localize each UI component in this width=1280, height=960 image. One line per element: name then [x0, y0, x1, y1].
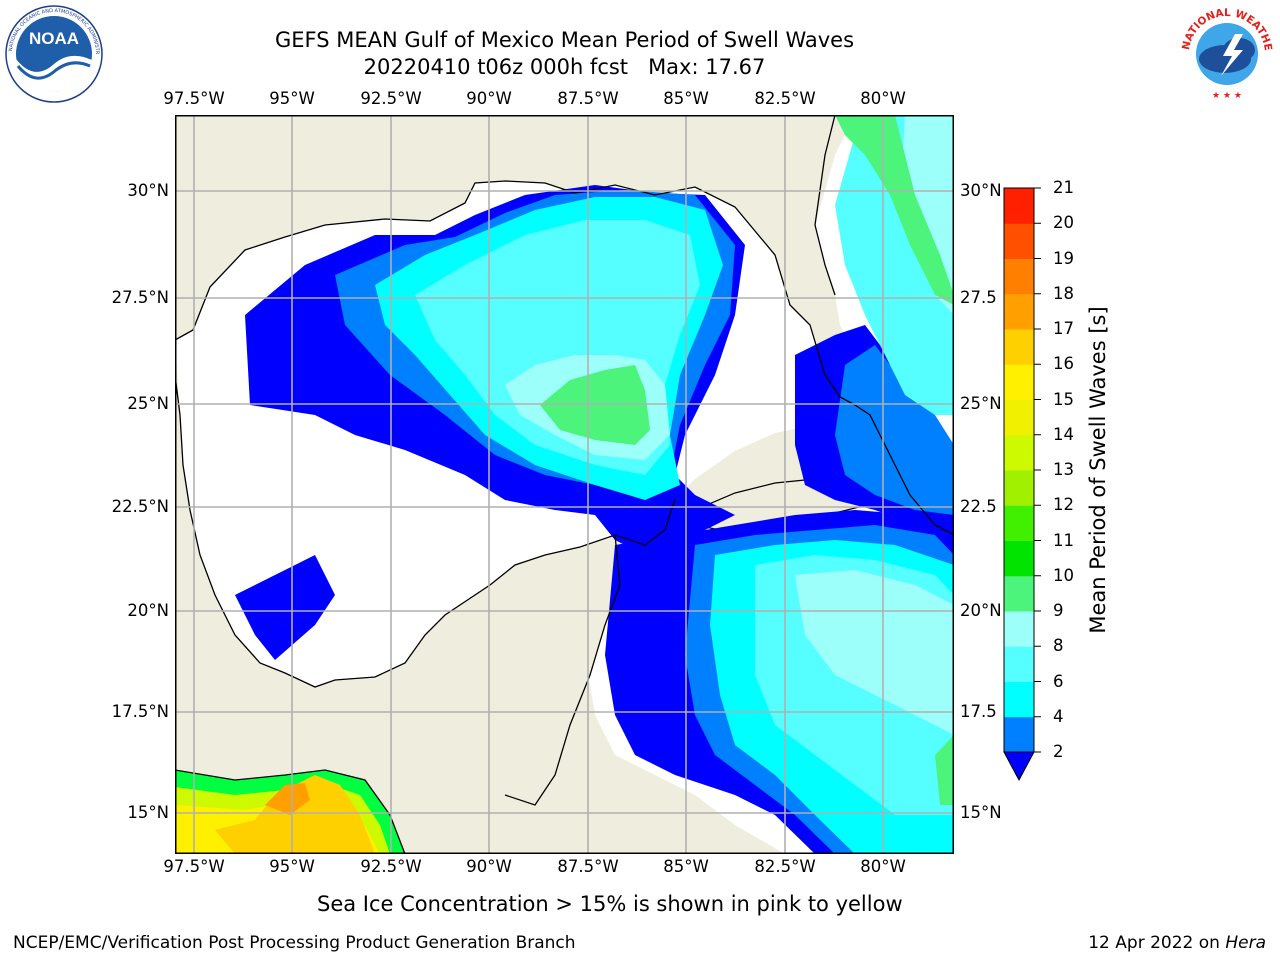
- colorbar-tick-label: 10: [1053, 565, 1074, 585]
- lon-tick-bottom: 97.5°W: [163, 857, 225, 876]
- colorbar-segment: [1004, 188, 1034, 224]
- lon-tick-top: 87.5°W: [557, 89, 619, 108]
- chart-title: GEFS MEAN Gulf of Mexico Mean Period of …: [274, 28, 855, 52]
- lat-tick-left: 15°N: [127, 803, 169, 822]
- colorbar-tick-label: 19: [1053, 248, 1074, 268]
- lat-tick-right: 30°N: [960, 181, 1002, 200]
- sea-ice-note: Sea Ice Concentration > 15% is shown in …: [317, 892, 903, 916]
- colorbar-segment: [1004, 223, 1034, 259]
- colorbar-segment: [1004, 329, 1034, 365]
- lon-tick-top: 82.5°W: [754, 89, 816, 108]
- footer-timestamp: 12 Apr 2022 on Hera: [1088, 932, 1266, 954]
- lat-tick-right: 17.5: [960, 702, 997, 721]
- lon-tick-bottom: 90°W: [466, 857, 512, 876]
- colorbar-segment: [1004, 434, 1034, 471]
- lon-tick-bottom: 82.5°W: [754, 857, 816, 876]
- colorbar-tick-label: 2: [1053, 742, 1064, 761]
- colorbar-tick-label: 6: [1053, 671, 1064, 691]
- colorbar-segment: [1004, 716, 1034, 753]
- lat-tick-right: 15°N: [960, 803, 1002, 822]
- colorbar-segment: [1004, 399, 1034, 436]
- lat-tick-right: 27.5: [960, 288, 997, 307]
- colorbar-segment: [1004, 505, 1034, 541]
- colorbar-tick-label: 8: [1053, 636, 1064, 656]
- svg-text:★ ★ ★: ★ ★ ★: [1212, 91, 1242, 101]
- gulf-of-mexico-map: [175, 115, 954, 854]
- colorbar-label: Mean Period of Swell Waves [s]: [1086, 306, 1110, 634]
- lon-tick-bottom: 80°W: [860, 857, 906, 876]
- colorbar-tick-label: 16: [1053, 354, 1074, 374]
- colorbar-segment: [1004, 258, 1034, 295]
- lon-tick-top: 80°W: [860, 89, 906, 108]
- colorbar-tick-label: 4: [1053, 706, 1064, 726]
- colorbar-tick-label: 18: [1053, 283, 1074, 303]
- colorbar-tick-label: 13: [1053, 460, 1074, 479]
- noaa-logo: NOAA NATIONAL OCEANIC AND ATMOSPHERIC AD…: [4, 4, 103, 103]
- colorbar-tick-label: 21: [1053, 178, 1074, 197]
- lat-tick-right: 20°N: [960, 601, 1002, 620]
- lat-tick-right: 22.5: [960, 497, 997, 516]
- lon-tick-bottom: 85°W: [663, 857, 709, 876]
- colorbar-segment: [1004, 681, 1034, 718]
- colorbar-tick-label: 11: [1053, 530, 1074, 550]
- lon-tick-top: 95°W: [269, 89, 315, 108]
- colorbar-tick-label: 17: [1053, 319, 1074, 338]
- colorbar-segment: [1004, 611, 1034, 647]
- colorbar-segment: [1004, 575, 1034, 612]
- colorbar-tick-label: 15: [1053, 389, 1074, 409]
- colorbar-segment: [1004, 470, 1034, 506]
- lon-tick-bottom: 92.5°W: [360, 857, 422, 876]
- lon-tick-top: 97.5°W: [163, 89, 225, 108]
- colorbar: [1003, 187, 1041, 782]
- colorbar-tick-label: 9: [1053, 601, 1064, 620]
- lon-tick-top: 92.5°W: [360, 89, 422, 108]
- footer-host: Hera: [1225, 933, 1266, 953]
- noaa-logo-text: NOAA: [29, 29, 79, 48]
- lon-tick-top: 85°W: [663, 89, 709, 108]
- lat-tick-left: 25°N: [127, 394, 169, 413]
- chart-subtitle: 20220410 t06z 000h fcst Max: 17.67: [363, 55, 766, 79]
- nws-logo: NATIONAL WEATHER SERVICE ★ ★ ★: [1177, 4, 1275, 102]
- colorbar-segment: [1004, 646, 1034, 682]
- lon-tick-top: 90°W: [466, 89, 512, 108]
- lat-tick-left: 30°N: [127, 181, 169, 200]
- colorbar-segment: [1004, 293, 1034, 330]
- lat-tick-right: 25°N: [960, 394, 1002, 413]
- lat-tick-left: 22.5°N: [111, 497, 169, 516]
- graticule: [175, 115, 954, 854]
- lon-tick-bottom: 95°W: [269, 857, 315, 876]
- colorbar-tick-label: 12: [1053, 495, 1074, 515]
- footer-credit: NCEP/EMC/Verification Post Processing Pr…: [13, 933, 576, 953]
- footer-date: 12 Apr 2022 on: [1088, 933, 1226, 953]
- lon-tick-bottom: 87.5°W: [557, 857, 619, 876]
- lat-tick-left: 20°N: [127, 601, 169, 620]
- colorbar-segment: [1004, 540, 1034, 577]
- coastlines: [175, 115, 954, 854]
- colorbar-extend-min: [1003, 751, 1035, 782]
- lat-tick-left: 27.5°N: [111, 288, 169, 307]
- colorbar-tick-label: 14: [1053, 424, 1074, 444]
- colorbar-tick-label: 20: [1053, 213, 1074, 233]
- colorbar-segment: [1004, 364, 1034, 400]
- lat-tick-left: 17.5°N: [111, 702, 169, 721]
